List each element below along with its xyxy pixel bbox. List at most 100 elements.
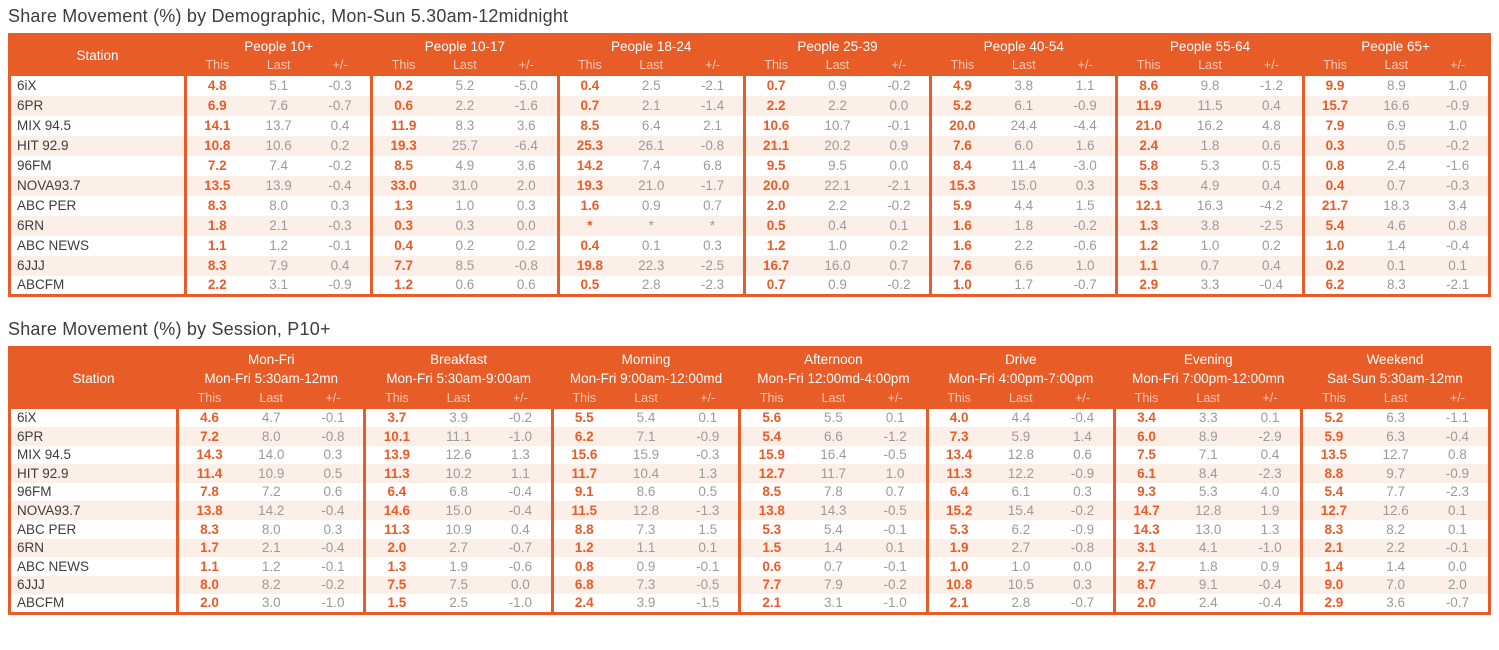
value-last: 10.9	[445, 521, 472, 537]
subcolumn-header: This	[1115, 55, 1179, 76]
value-plus-minus: -4.4	[1073, 117, 1097, 133]
value-plus-minus: -0.4	[321, 540, 345, 556]
subcolumn-header: +/-	[309, 55, 372, 76]
value-last: 7.3	[636, 577, 656, 593]
value-last: 5.4	[636, 410, 656, 426]
value-last: 15.4	[1007, 503, 1034, 519]
value-this: 5.3	[738, 520, 803, 539]
session-section: Share Movement (%) by Session, P10+ Stat…	[8, 319, 1491, 615]
station-row: NOVA93.7 13.5 13.9 -0.4 33.0 31.0 2.0 19.3 21.0 -…	[9, 175, 1490, 196]
value-plus-minus: 0.7	[885, 484, 905, 500]
value-plus-minus: 1.3	[698, 465, 718, 481]
value-plus-minus: 0.1	[1448, 503, 1467, 519]
station-name: 6PR	[17, 428, 44, 444]
station-row: NOVA93.7 13.8 14.2 -0.4 14.6 15.0 -0.4 11.5 12.8…	[9, 501, 1490, 521]
value-plus-minus: -0.4	[1446, 237, 1470, 253]
subcolumn-header: +/-	[1239, 388, 1302, 409]
value-last: 2.5	[449, 595, 468, 611]
value-last: 5.3	[1200, 157, 1220, 173]
station-row: ABC PER 8.3 8.0 0.3 11.3 10.9 0.4 8.8 7.3 1.5 5.3 5…	[10, 520, 1490, 539]
value-plus-minus: 1.6	[1075, 137, 1095, 153]
value-this: 2.1	[925, 594, 990, 614]
value-last: 9.8	[1200, 77, 1220, 93]
value-this: 9.0	[1300, 575, 1365, 595]
value-last: 13.0	[1195, 521, 1222, 537]
value-last: 12.8	[632, 503, 660, 519]
value-plus-minus: -1.4	[700, 97, 725, 113]
value-last: 7.2	[261, 484, 281, 500]
value-last: 0.5	[1386, 137, 1406, 153]
station-row: 96FM 7.2 7.4 -0.2 8.5 4.9 3.6 14.2 7.4 6.8 9.5 9.5 0…	[10, 155, 1490, 176]
value-last: 14.0	[258, 447, 285, 463]
value-this: 2.0	[175, 594, 240, 614]
value-plus-minus: 1.1	[510, 465, 530, 481]
value-last: 7.0	[1386, 577, 1406, 593]
value-plus-minus: -0.9	[1445, 465, 1470, 481]
value-this: 2.1	[738, 594, 803, 614]
value-this: *	[556, 215, 621, 236]
value-last: 10.2	[445, 465, 472, 481]
station-name: ABCFM	[17, 277, 65, 292]
value-plus-minus: -0.2	[321, 577, 345, 593]
value-last: 0.3	[455, 217, 475, 233]
value-this: 2.1	[1300, 538, 1365, 558]
value-this: 19.3	[370, 135, 434, 156]
value-plus-minus: 0.0	[1073, 558, 1092, 574]
value-plus-minus: 2.0	[516, 177, 536, 193]
value-last: 1.0	[1200, 237, 1220, 253]
station-name: 6JJJ	[17, 257, 45, 273]
value-last: 0.9	[636, 558, 656, 574]
station-name: 6PR	[17, 97, 44, 113]
value-plus-minus: -1.0	[321, 595, 345, 611]
station-name: MIX 94.5	[17, 117, 72, 133]
value-plus-minus: -0.8	[321, 428, 345, 444]
value-this: 8.4	[929, 155, 993, 176]
group-header: People 18-24	[558, 34, 745, 56]
value-plus-minus: 0.6	[323, 484, 343, 500]
value-plus-minus: 3.6	[516, 157, 536, 173]
value-last: 3.8	[1200, 217, 1220, 233]
subcolumn-header: Last	[427, 388, 490, 409]
value-plus-minus: 0.8	[1448, 217, 1468, 233]
value-plus-minus: 0.2	[516, 237, 536, 253]
value-this: 2.2	[183, 275, 248, 296]
value-this: 0.3	[1301, 135, 1366, 156]
value-last: 22.1	[824, 177, 851, 193]
value-last: 9.5	[828, 157, 847, 173]
value-last: 5.3	[1198, 484, 1218, 500]
value-this: 11.3	[363, 520, 428, 539]
value-last: 2.2	[1386, 540, 1406, 556]
value-last: 6.1	[1011, 484, 1031, 500]
value-this: 15.6	[550, 445, 615, 465]
value-last: 16.2	[1196, 117, 1224, 133]
station-column-header: Station	[9, 34, 186, 76]
value-plus-minus: -0.3	[328, 217, 352, 233]
value-plus-minus: 4.0	[1260, 484, 1280, 500]
value-this: 3.7	[363, 408, 428, 428]
value-plus-minus: -1.2	[1259, 77, 1284, 93]
value-plus-minus: 0.3	[1075, 177, 1095, 193]
value-this: 0.4	[556, 235, 621, 256]
value-this: 9.1	[550, 482, 615, 502]
value-this: 11.3	[925, 464, 990, 483]
value-last: 1.8	[1014, 217, 1034, 233]
value-last: 13.9	[265, 177, 292, 193]
station-row: 6JJJ 8.3 7.9 0.4 7.7 8.5 -0.8 19.8 22.3 -2.5 16.7 1…	[9, 255, 1490, 276]
station-name: MIX 94.5	[17, 447, 72, 463]
value-last: 10.7	[824, 117, 851, 133]
value-plus-minus: -0.3	[696, 447, 720, 463]
value-last: 5.5	[824, 410, 843, 426]
group-header: People 65+	[1303, 34, 1490, 56]
value-plus-minus: 0.2	[1262, 237, 1281, 253]
value-last: 1.0	[1011, 558, 1031, 574]
value-this: 12.7	[1300, 501, 1365, 521]
station-name: 6iX	[17, 77, 37, 93]
value-this: 19.8	[556, 255, 621, 276]
value-last: 8.3	[1386, 277, 1406, 292]
value-plus-minus: -2.9	[1258, 428, 1282, 444]
value-this: 2.7	[1113, 557, 1177, 576]
value-plus-minus: 0.1	[1448, 521, 1467, 537]
value-last: 2.7	[449, 540, 468, 556]
value-plus-minus: -0.9	[328, 277, 352, 292]
value-this: 8.6	[1115, 75, 1179, 96]
